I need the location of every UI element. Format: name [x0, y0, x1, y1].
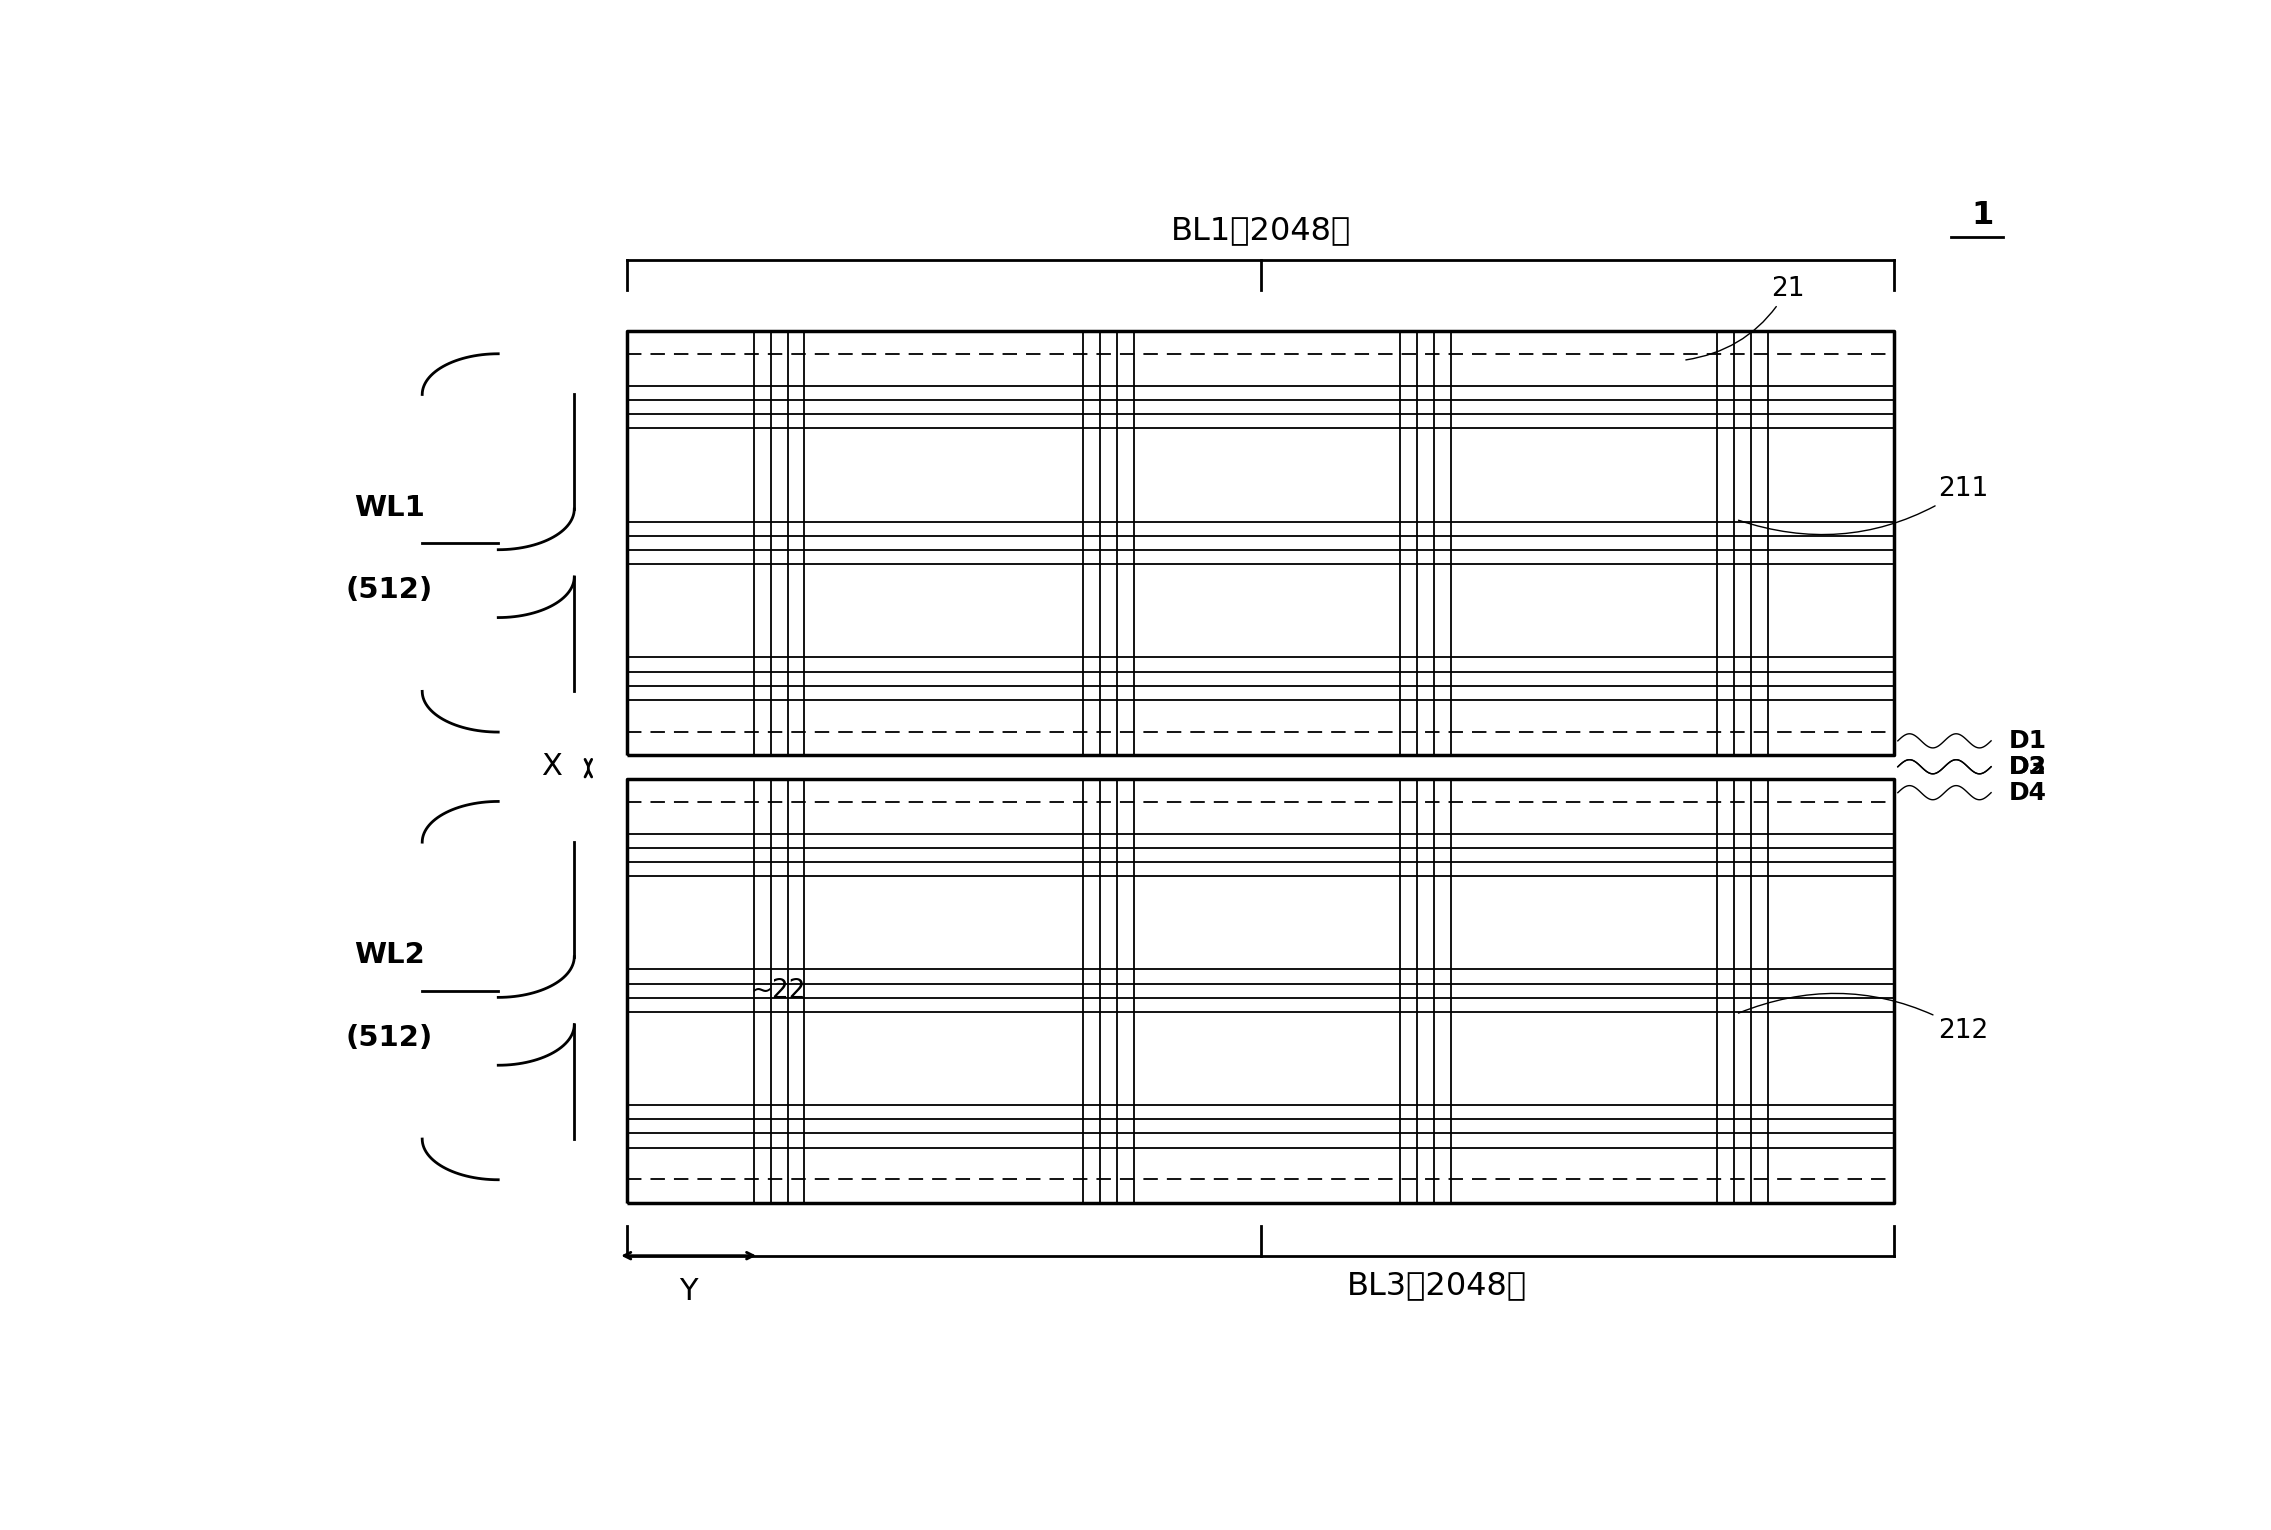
Text: D1: D1	[2010, 728, 2046, 753]
Text: WL1: WL1	[354, 494, 425, 522]
Text: BL3（2048）: BL3（2048）	[1347, 1270, 1526, 1300]
Text: WL2: WL2	[354, 941, 425, 970]
Text: Y: Y	[679, 1278, 697, 1307]
Text: X: X	[540, 753, 561, 782]
Text: D4: D4	[2010, 780, 2046, 805]
Text: D2: D2	[2010, 754, 2046, 779]
Text: 1: 1	[1971, 200, 1994, 231]
Text: (512): (512)	[345, 1024, 434, 1051]
Text: 212: 212	[1740, 993, 1989, 1043]
Text: 211: 211	[1740, 476, 1989, 534]
Text: D3: D3	[2010, 754, 2046, 779]
Text: (512): (512)	[345, 575, 434, 604]
Text: BL1（2048）: BL1（2048）	[1170, 216, 1351, 246]
Text: 21: 21	[1685, 275, 1805, 360]
Text: ~22: ~22	[749, 978, 806, 1004]
